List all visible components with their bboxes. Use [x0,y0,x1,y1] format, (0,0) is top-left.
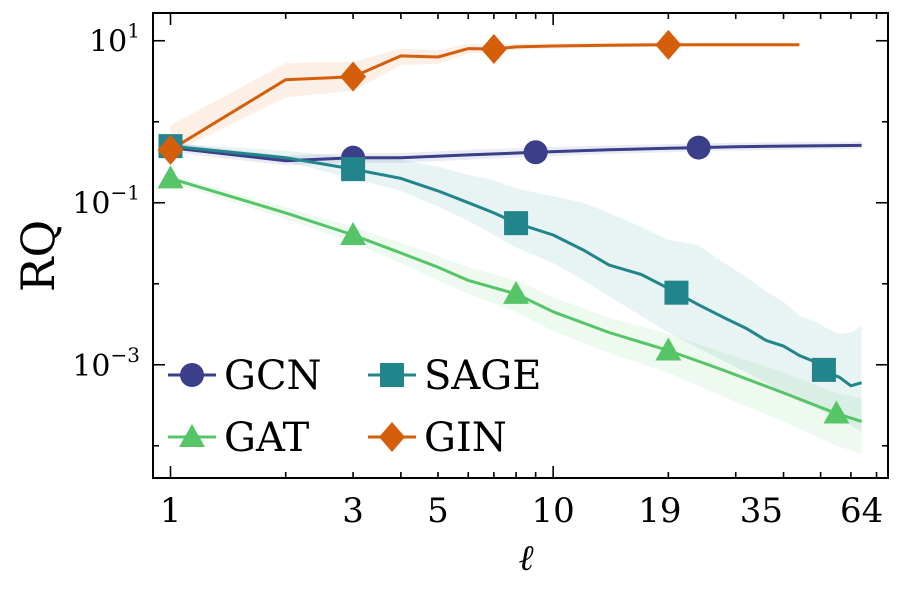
sage-marker-1 [341,157,366,182]
sage-marker-4 [811,357,836,382]
gin-marker-1 [340,61,367,92]
gin-marker-0 [157,134,184,165]
x-tick-label: 19 [638,491,681,531]
gat-marker-0 [157,165,184,189]
sage-marker-3 [664,280,689,305]
legend-item-gcn: GCN [168,353,322,399]
legend-item-gat: GAT [168,415,310,461]
gat-marker-3 [655,337,682,361]
x-tick-labels: 1 3 5 10 19 35 64 [160,491,884,531]
x-tick-label: 1 [160,491,182,531]
legend-label-gat: GAT [224,415,310,461]
x-tick-label: 64 [840,491,883,531]
y-tick-labels: 10−3 10−1 101 [72,19,140,384]
x-tick-label: 5 [427,491,449,531]
legend-label-sage: SAGE [424,353,541,399]
gin-band [170,42,800,154]
legend-label-gcn: GCN [224,353,322,399]
legend-marker-gat [179,424,205,447]
sage-marker-2 [504,211,529,236]
gat-band [170,175,862,454]
legend-item-sage: SAGE [368,353,541,399]
gcn-marker-1 [523,140,548,165]
gat-marker-2 [503,280,530,304]
x-tick-label: 3 [342,491,364,531]
axis-ticks [153,13,888,478]
gin-marker-3 [655,29,682,60]
gat-marker-4 [823,400,850,424]
gin-marker-2 [480,34,507,65]
gcn-marker-2 [686,135,711,160]
legend: GCN SAGE GAT GIN [168,353,541,461]
y-axis-label: RQ [11,220,65,292]
gat-marker-1 [340,221,367,245]
y-tick-label: 10−1 [72,181,140,222]
legend-marker-gcn [180,363,204,387]
x-tick-label: 35 [740,491,783,531]
y-tick-label: 101 [89,19,140,60]
x-tick-label: 10 [532,491,575,531]
sage-band [170,143,862,432]
legend-marker-gin [379,422,405,452]
plot-frame [152,12,889,479]
x-axis-label: ℓ [519,538,534,579]
legend-marker-sage [380,363,404,387]
series-markers [157,29,850,424]
legend-label-gin: GIN [424,415,507,461]
y-tick-label: 10−3 [72,343,140,384]
legend-item-gin: GIN [368,415,507,461]
